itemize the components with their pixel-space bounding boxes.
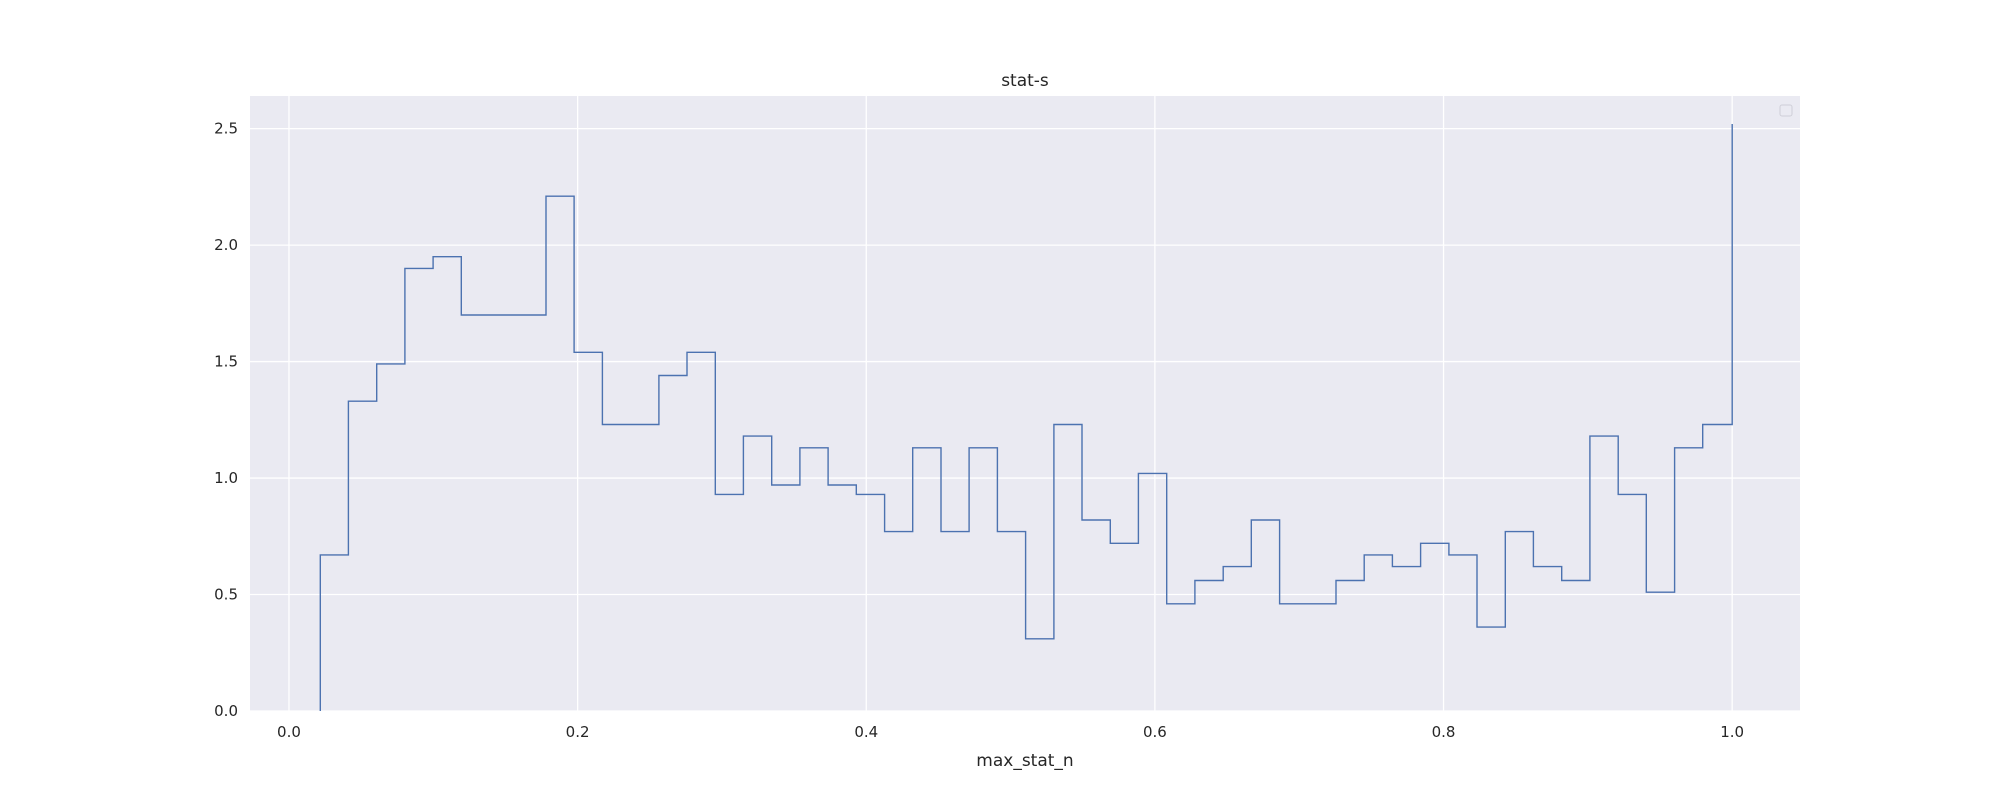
y-tick-label: 1.5 [214, 353, 238, 371]
x-tick-label: 0.4 [854, 723, 878, 741]
x-tick-label: 0.2 [566, 723, 590, 741]
y-tick-label: 1.0 [214, 469, 238, 487]
x-tick-labels: 0.0 0.2 0.4 0.6 0.8 1.0 [277, 723, 1744, 741]
x-tick-label: 0.0 [277, 723, 301, 741]
y-tick-labels: 0.0 0.5 1.0 1.5 2.0 2.5 [214, 120, 238, 720]
y-tick-label: 2.0 [214, 236, 238, 254]
histogram-step-line [319, 124, 1733, 711]
grid [250, 96, 1800, 712]
x-tick-label: 0.8 [1432, 723, 1456, 741]
y-tick-label: 0.0 [214, 702, 238, 720]
x-tick-label: 0.6 [1143, 723, 1167, 741]
y-tick-label: 0.5 [214, 586, 238, 604]
x-tick-label: 1.0 [1720, 723, 1744, 741]
y-tick-label: 2.5 [214, 120, 238, 138]
legend-box [1779, 104, 1793, 117]
chart-title: stat-s [1001, 71, 1049, 91]
x-axis-title: max_stat_n [976, 751, 1073, 771]
